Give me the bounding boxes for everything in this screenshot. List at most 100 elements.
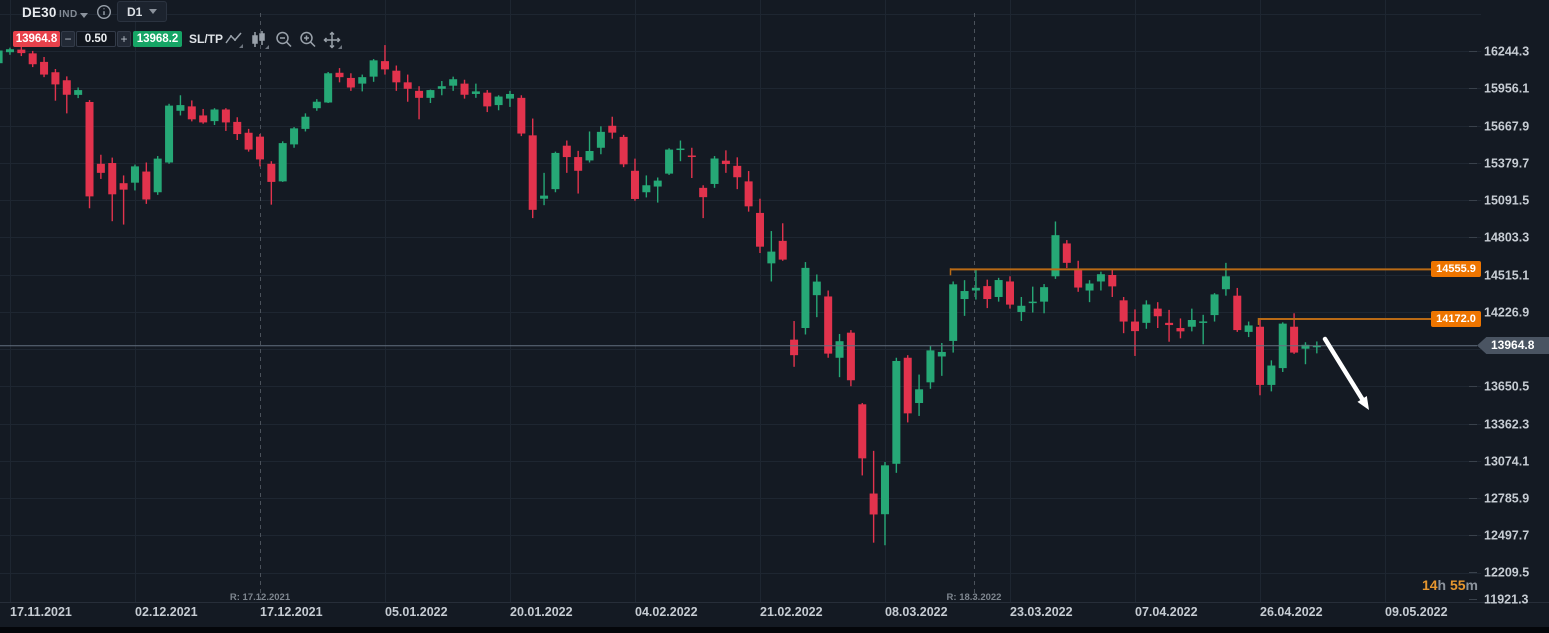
- price-tick-label: 14226.9: [1484, 306, 1529, 320]
- sell-bid-button[interactable]: 13964.8: [13, 31, 60, 47]
- candle-body: [1176, 328, 1185, 332]
- candle-body: [494, 96, 503, 106]
- candle-body: [51, 72, 60, 85]
- candle-body: [324, 73, 333, 103]
- price-level-label[interactable]: 14555.9: [1431, 261, 1481, 277]
- candle-body: [710, 158, 719, 184]
- pan-icon[interactable]: [322, 30, 342, 50]
- down-trend-arrow[interactable]: [1322, 336, 1365, 402]
- candle-body: [142, 171, 151, 200]
- instrument-symbol: DE30: [22, 5, 57, 20]
- price-tick-label: 11921.3: [1484, 593, 1529, 607]
- candle-body: [971, 287, 980, 291]
- candle-body: [846, 332, 855, 381]
- candle-body: [199, 115, 208, 123]
- bottom-border: [0, 627, 1549, 633]
- candle-body: [1290, 326, 1299, 353]
- volume-increase-button[interactable]: +: [117, 31, 131, 47]
- candle-body: [1131, 321, 1139, 332]
- candle-body: [801, 267, 810, 329]
- down-trend-arrow-head[interactable]: [1357, 396, 1369, 410]
- candle-body: [721, 160, 730, 165]
- candle-body: [994, 280, 1003, 297]
- candle-body: [687, 155, 696, 158]
- candle-body: [949, 284, 958, 341]
- candle-countdown: 14h 55m: [1390, 577, 1478, 593]
- countdown-hours-unit: h: [1437, 577, 1447, 593]
- candle-body: [1165, 322, 1174, 326]
- candle-body: [778, 240, 787, 260]
- candle-body: [335, 72, 344, 78]
- candle-body: [119, 183, 128, 190]
- candle-body: [926, 350, 935, 383]
- candle-body: [1256, 326, 1265, 385]
- candle-body: [755, 212, 764, 247]
- price-tick-label: 15379.7: [1484, 157, 1529, 171]
- candle-body: [892, 360, 901, 464]
- date-label: 02.12.2021: [135, 605, 198, 619]
- candle-body: [346, 77, 355, 88]
- info-icon[interactable]: [95, 3, 113, 21]
- candle-body: [903, 357, 912, 414]
- price-tick-label: 12497.7: [1484, 529, 1529, 543]
- price-level-label[interactable]: 14172.0: [1431, 311, 1481, 327]
- candle-body: [233, 121, 242, 135]
- candle-body: [1040, 287, 1049, 302]
- price-tick-label: 13650.5: [1484, 380, 1529, 394]
- candle-body: [596, 131, 605, 148]
- candle-body: [824, 296, 833, 354]
- candle-body: [449, 79, 458, 86]
- price-tick-label: 14515.1: [1484, 269, 1529, 283]
- candle-body: [1312, 345, 1321, 348]
- candle-body: [380, 61, 389, 70]
- timeframe-selector[interactable]: D1: [117, 1, 168, 22]
- candle-body: [1074, 268, 1083, 288]
- price-tick-label: 15956.1: [1484, 82, 1529, 96]
- candle-body: [983, 286, 992, 300]
- candle-body: [1233, 295, 1242, 331]
- candle-body: [1187, 319, 1196, 327]
- candle-body: [812, 281, 821, 296]
- price-tick-label: 15091.5: [1484, 194, 1529, 208]
- candle-body: [733, 165, 742, 178]
- candle-body: [562, 145, 571, 158]
- candle-body: [483, 92, 492, 107]
- candle-body: [40, 61, 49, 75]
- candle-body: [585, 150, 594, 161]
- candle-body: [574, 157, 583, 171]
- candle-body: [96, 163, 105, 173]
- line-chart-icon[interactable]: [224, 30, 244, 50]
- candle-body: [437, 86, 446, 89]
- candle-body: [1199, 321, 1208, 323]
- timeframe-label: D1: [127, 4, 143, 19]
- candle-body: [915, 389, 924, 404]
- candle-body: [790, 339, 799, 356]
- candle-body: [5, 49, 14, 53]
- candle-body: [960, 291, 969, 300]
- buy-ask-button[interactable]: 13968.2: [133, 31, 182, 47]
- zoom-out-icon[interactable]: [274, 30, 294, 50]
- countdown-hours: 14: [1421, 577, 1438, 593]
- sl-tp-button[interactable]: SL/TP: [189, 32, 224, 46]
- candle-body: [244, 132, 253, 150]
- candle-body: [517, 97, 526, 134]
- candle-body: [210, 109, 219, 122]
- volume-decrease-button[interactable]: −: [61, 31, 75, 47]
- price-tick-label: 13362.3: [1484, 418, 1529, 432]
- zoom-in-icon[interactable]: [298, 30, 318, 50]
- candle-body: [1142, 304, 1151, 323]
- candle-body: [221, 109, 230, 123]
- candle-body: [28, 53, 37, 65]
- date-label: 04.02.2022: [635, 605, 698, 619]
- candle-body: [1051, 235, 1060, 277]
- candle-body: [937, 351, 946, 357]
- candle-body: [551, 152, 560, 190]
- chevron-down-icon[interactable]: [80, 13, 88, 18]
- candle-body: [608, 125, 617, 133]
- candle-body: [744, 181, 753, 207]
- candle-chart-icon[interactable]: [250, 30, 270, 50]
- volume-input[interactable]: [76, 31, 116, 47]
- date-label: 08.03.2022: [885, 605, 948, 619]
